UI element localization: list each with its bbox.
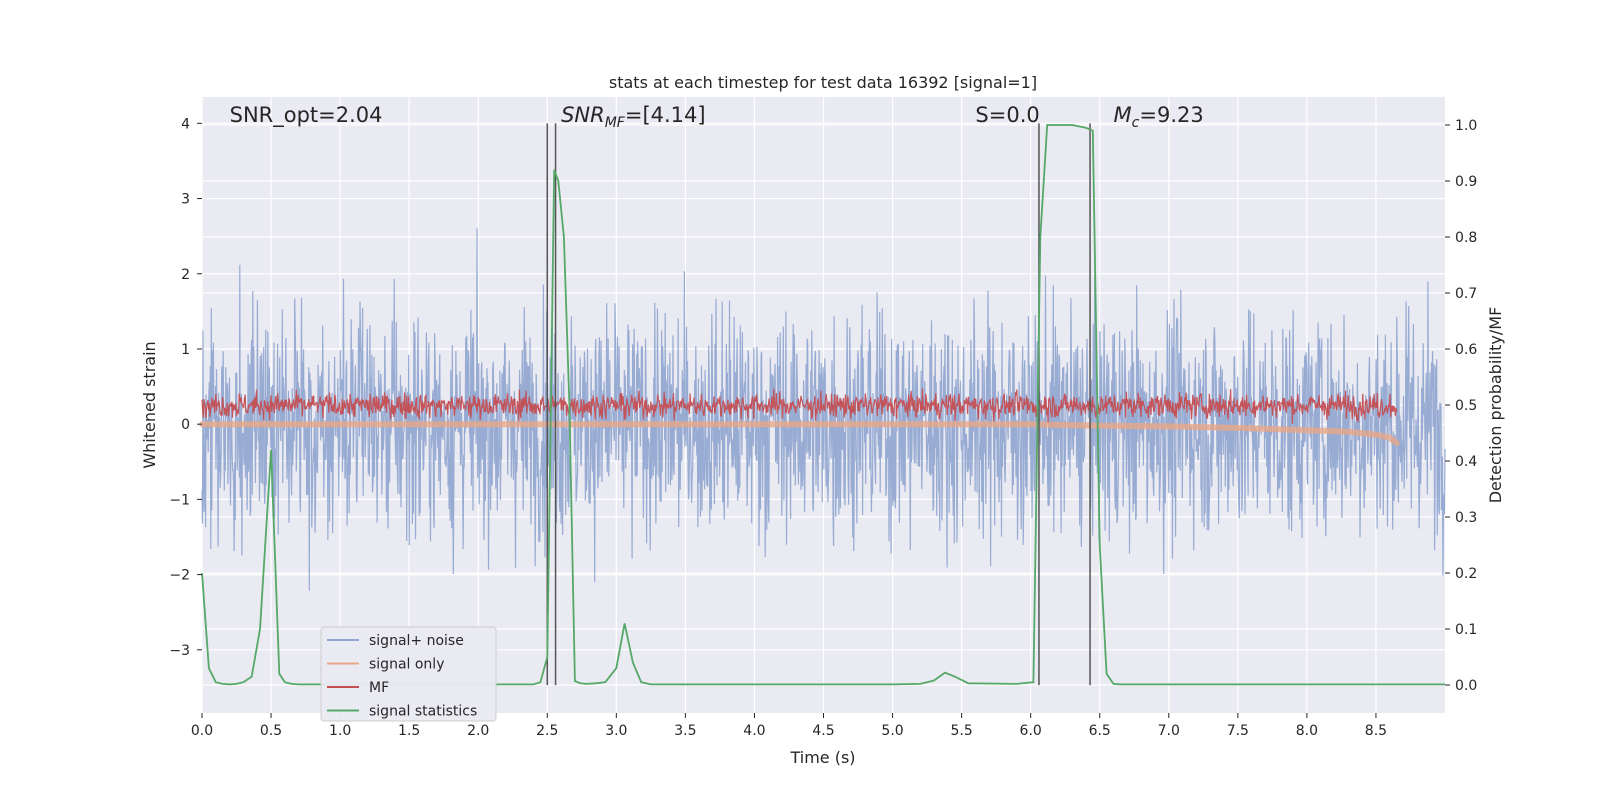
y2-tick-label: 0.6 (1455, 342, 1477, 358)
x-tick-label: 0.5 (260, 723, 282, 739)
x-tick-label: 1.0 (329, 723, 351, 739)
y-tick-label: 3 (181, 192, 190, 208)
legend: signal+ noise signal only MF signal statist… (320, 626, 497, 722)
series-mf-line (201, 388, 1398, 424)
y-tick-label: −3 (169, 643, 190, 659)
y2-tick-label: 0.0 (1455, 678, 1477, 694)
x-tick-label: 7.0 (1158, 723, 1180, 739)
annotation-value: =9.23 (1139, 103, 1203, 127)
y-tick-label: 4 (181, 116, 190, 132)
y-axis-label: Whitened strain (140, 341, 159, 468)
x-tick-label: 4.0 (743, 723, 765, 739)
y2-tick-label: 0.9 (1455, 174, 1477, 190)
annotation-s-val: S=0.0 (975, 103, 1039, 127)
legend-label: signal statistics (369, 704, 477, 720)
chart-title: stats at each timestep for test data 163… (609, 73, 1037, 92)
annotation-subscript: c (1132, 115, 1140, 131)
ticks: 0.0 0.5 1.0 1.5 2.0 2.5 3.0 3.5 4.0 4.5 5.0 5.5 6.0 6… (169, 116, 1477, 739)
annotation-value: =[4.14] (625, 103, 706, 127)
y-tick-label: −2 (169, 568, 190, 584)
y2-axis-label: Detection probability/MF (1486, 307, 1505, 504)
y2-tick-label: 1.0 (1455, 118, 1477, 134)
x-tick-label: 2.5 (536, 723, 558, 739)
y2-tick-label: 0.4 (1455, 454, 1477, 470)
annotation-snr-opt: SNR_opt=2.04 (230, 103, 383, 128)
y2-tick-label: 0.5 (1455, 398, 1477, 414)
y2-tick-label: 0.1 (1455, 622, 1477, 638)
x-tick-label: 5.5 (950, 723, 972, 739)
x-tick-label: 3.5 (674, 723, 696, 739)
legend-label: signal only (369, 657, 444, 673)
x-tick-label: 4.5 (812, 723, 834, 739)
y-tick-label: 1 (181, 342, 190, 358)
y-tick-label: 2 (181, 267, 190, 283)
annotation-base: M (1114, 103, 1132, 127)
y2-tick-label: 0.3 (1455, 510, 1477, 526)
x-tick-label: 0.0 (191, 723, 213, 739)
legend-label: MF (369, 680, 389, 696)
x-tick-label: 1.5 (398, 723, 420, 739)
x-axis-label: Time (s) (789, 748, 855, 767)
annotation-snr-mf: SNRMF=[4.14] (561, 103, 706, 131)
x-tick-label: 6.0 (1020, 723, 1042, 739)
legend-label: signal+ noise (369, 633, 464, 649)
y2-tick-label: 0.8 (1455, 230, 1477, 246)
x-tick-label: 7.5 (1227, 723, 1249, 739)
annotation-mc-val: Mc=9.23 (1114, 103, 1204, 131)
data-layer (199, 123, 1446, 686)
series-signal-noise-line (201, 228, 1446, 591)
y-tick-label: 0 (181, 417, 190, 433)
annotation-base: SNR (561, 103, 605, 127)
y2-tick-label: 0.7 (1455, 286, 1477, 302)
x-tick-label: 2.0 (467, 723, 489, 739)
y-tick-label: −1 (169, 492, 190, 508)
annotation-subscript: MF (605, 115, 626, 131)
legend-box (320, 626, 497, 722)
x-tick-label: 6.5 (1089, 723, 1111, 739)
series-signal-statistics-line (201, 124, 1445, 686)
y2-tick-label: 0.2 (1455, 566, 1477, 582)
annotations: SNR_opt=2.04 SNRMF=[4.14] S=0.0 Mc=9.23 (230, 103, 1204, 131)
x-tick-label: 8.5 (1365, 723, 1387, 739)
x-tick-label: 8.0 (1296, 723, 1318, 739)
x-tick-label: 5.0 (881, 723, 903, 739)
x-tick-label: 3.0 (605, 723, 627, 739)
